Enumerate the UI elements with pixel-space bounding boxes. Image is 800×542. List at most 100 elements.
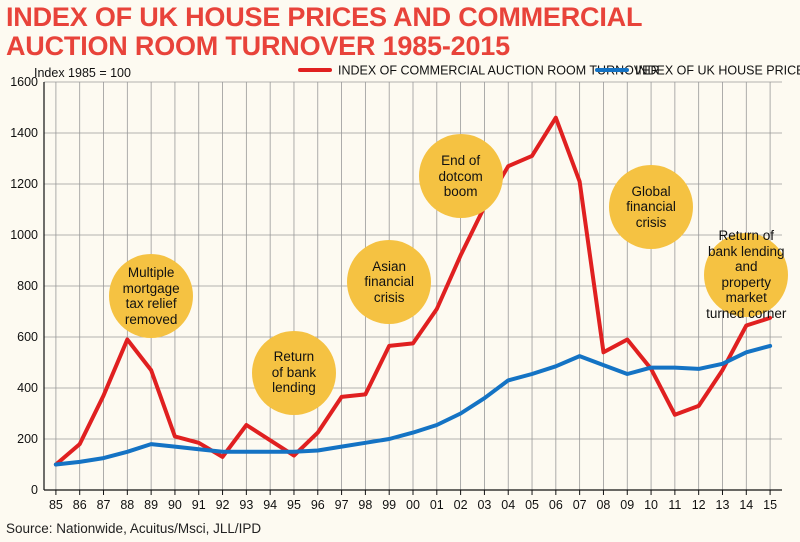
y-tick-label: 400 bbox=[17, 381, 38, 395]
turnover-point bbox=[554, 116, 558, 120]
chart-title-line-1: INDEX OF UK HOUSE PRICES AND COMMERCIAL bbox=[6, 2, 643, 32]
chart-title: INDEX OF UK HOUSE PRICES AND COMMERCIAL … bbox=[6, 3, 642, 61]
annotation-bubble: Global financial crisis bbox=[609, 164, 694, 249]
annotation-bubble: End of dotcom boom bbox=[418, 134, 503, 219]
house-price-point bbox=[197, 447, 201, 451]
annotation-text: Return bbox=[273, 349, 315, 365]
x-tick-label: 89 bbox=[144, 498, 158, 512]
legend-turnover-label: INDEX OF COMMERCIAL AUCTION ROOM TURNOVE… bbox=[338, 64, 660, 78]
y-tick-label: 200 bbox=[17, 432, 38, 446]
house-price-point bbox=[340, 445, 344, 449]
x-tick-label: 03 bbox=[477, 498, 491, 512]
x-tick-label: 96 bbox=[311, 498, 325, 512]
y-tick-label: 1000 bbox=[10, 228, 38, 242]
turnover-point bbox=[673, 413, 677, 417]
turnover-point bbox=[340, 395, 344, 399]
turnover-point bbox=[530, 154, 534, 158]
y-tick-label: 600 bbox=[17, 330, 38, 344]
turnover-point bbox=[268, 438, 272, 442]
house-price-point bbox=[744, 350, 748, 354]
turnover-point bbox=[435, 307, 439, 311]
house-price-point bbox=[601, 363, 605, 367]
chart-title-line-2: AUCTION ROOM TURNOVER 1985-2015 bbox=[6, 31, 510, 61]
x-tick-label: 94 bbox=[263, 498, 277, 512]
annotation-text: Global bbox=[631, 183, 671, 199]
turnover-point bbox=[78, 442, 82, 446]
annotation-text: bank lending and bbox=[707, 243, 785, 275]
annotation-text: crisis bbox=[635, 214, 667, 230]
house-price-point bbox=[268, 450, 272, 454]
x-tick-label: 05 bbox=[525, 498, 539, 512]
house-price-point bbox=[173, 445, 177, 449]
turnover-point bbox=[197, 441, 201, 445]
x-tick-label: 12 bbox=[692, 498, 706, 512]
house-price-point bbox=[244, 450, 248, 454]
house-price-point bbox=[221, 450, 225, 454]
turnover-point bbox=[768, 316, 772, 320]
annotation-text: Asian bbox=[372, 258, 407, 274]
y-tick-label: 1600 bbox=[10, 75, 38, 89]
house-price-point bbox=[482, 396, 486, 400]
turnover-point bbox=[316, 431, 320, 435]
turnover-point bbox=[459, 253, 463, 257]
annotation-text: mortgage bbox=[122, 280, 180, 296]
annotation-text: Multiple bbox=[127, 265, 175, 281]
y-tick-label: 800 bbox=[17, 279, 38, 293]
turnover-point bbox=[102, 394, 106, 398]
turnover-point bbox=[411, 341, 415, 345]
turnover-point bbox=[221, 455, 225, 459]
house-price-point bbox=[459, 412, 463, 415]
house-price-point bbox=[697, 367, 701, 371]
annotation-bubble: Multiple mortgage tax relief removed bbox=[109, 254, 194, 339]
turnover-point bbox=[720, 368, 724, 372]
x-tick-label: 02 bbox=[454, 498, 468, 512]
x-tick-label: 86 bbox=[73, 498, 87, 512]
x-tick-label: 01 bbox=[430, 498, 444, 512]
turnover-point bbox=[292, 454, 296, 458]
turnover-point bbox=[173, 434, 177, 438]
house-price-point bbox=[102, 456, 106, 460]
annotation-text: crisis bbox=[373, 289, 405, 305]
annotation-bubble: Return of bank lending bbox=[251, 330, 336, 415]
house-price-point bbox=[78, 460, 82, 464]
turnover-point bbox=[506, 164, 510, 168]
x-tick-label: 95 bbox=[287, 498, 301, 512]
turnover-point bbox=[744, 324, 748, 328]
house-price-point bbox=[435, 423, 439, 427]
x-tick-label: 99 bbox=[382, 498, 396, 512]
x-tick-label: 07 bbox=[573, 498, 587, 512]
turnover-point bbox=[125, 338, 129, 342]
x-tick-label: 06 bbox=[549, 498, 563, 512]
turnover-point bbox=[363, 392, 367, 396]
annotation-text: financial bbox=[364, 274, 414, 290]
annotation-text: removed bbox=[124, 311, 178, 327]
house-price-point bbox=[54, 463, 58, 466]
x-tick-label: 09 bbox=[620, 498, 634, 512]
legend-house-price-label: INDEX OF UK HOUSE PRICES bbox=[635, 64, 800, 78]
annotation-bubble: Return of bank lending and property market… bbox=[704, 228, 789, 321]
annotation-text: Return of bbox=[718, 228, 775, 244]
house-price-point bbox=[125, 450, 129, 454]
x-tick-label: 90 bbox=[168, 498, 182, 512]
x-tick-label: 98 bbox=[358, 498, 372, 512]
house-price-point bbox=[387, 437, 391, 441]
annotation-bubble: Asian financial crisis bbox=[347, 240, 432, 325]
x-tick-label: 10 bbox=[644, 498, 658, 512]
house-price-point bbox=[506, 378, 510, 382]
turnover-point bbox=[625, 338, 629, 342]
house-price-point bbox=[411, 431, 415, 435]
y-tick-label: 1400 bbox=[10, 126, 38, 140]
house-price-point bbox=[149, 442, 153, 446]
house-price-point bbox=[578, 354, 582, 358]
y-tick-label: 0 bbox=[31, 483, 38, 497]
turnover-point bbox=[601, 350, 605, 354]
annotation-text: lending bbox=[272, 380, 316, 396]
annotation-text: financial bbox=[626, 199, 676, 215]
annotation-text: dotcom bbox=[438, 168, 483, 184]
house-price-point bbox=[649, 366, 653, 370]
x-tick-label: 08 bbox=[596, 498, 610, 512]
x-tick-label: 93 bbox=[239, 498, 253, 512]
source-note: Source: Nationwide, Acuitus/Msci, JLL/IP… bbox=[6, 521, 262, 536]
x-tick-label: 14 bbox=[739, 498, 753, 512]
house-price-point bbox=[363, 441, 367, 445]
